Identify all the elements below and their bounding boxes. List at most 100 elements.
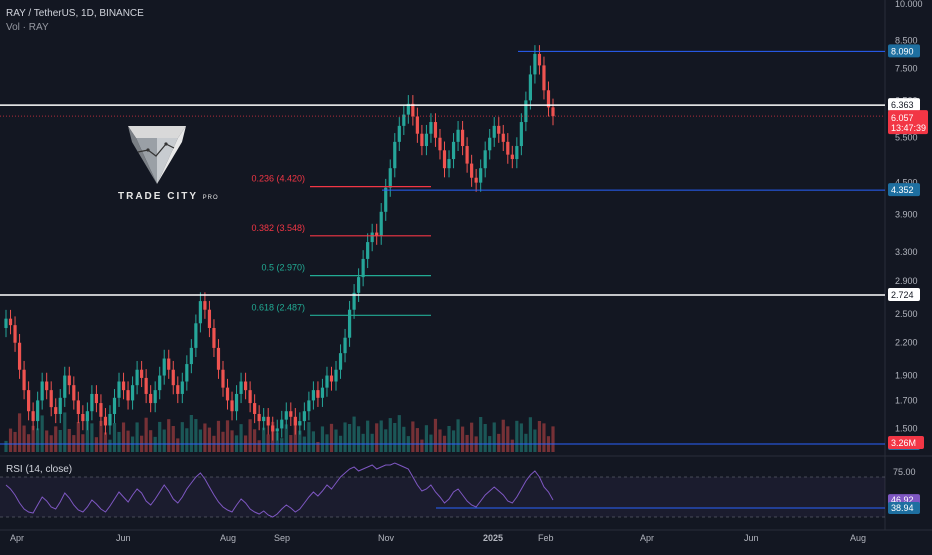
volume-bar — [94, 437, 99, 452]
candle-body — [474, 177, 478, 183]
candle-body — [442, 150, 447, 169]
candle-body — [162, 358, 166, 376]
price-tick-label: 4.500 — [895, 178, 918, 188]
volume-bar — [402, 426, 406, 452]
volume-bar — [239, 424, 243, 452]
candle-body — [63, 375, 67, 398]
candle-body — [302, 411, 306, 422]
level-tag-label: 8.090 — [891, 46, 914, 56]
candle-body — [135, 369, 139, 386]
candle-body — [158, 375, 162, 391]
candle-body — [194, 323, 198, 348]
candle-body — [397, 125, 401, 142]
volume-bar — [216, 420, 221, 452]
candle-body — [81, 413, 85, 422]
volume-bar — [248, 419, 252, 452]
candle-body — [117, 381, 121, 398]
candle-body — [311, 390, 316, 401]
rsi-title: RSI (14, close) — [6, 464, 73, 475]
candle-body — [103, 416, 108, 426]
candle-body — [483, 150, 487, 169]
fib-label: 0.5 (2.970) — [261, 263, 305, 273]
volume-bar — [58, 430, 62, 452]
time-tick-label: Nov — [378, 533, 395, 543]
candle-body — [470, 163, 474, 178]
candle-body — [67, 375, 71, 386]
volume-bar — [388, 418, 392, 452]
volume-bar — [537, 421, 542, 452]
volume-bar — [551, 426, 555, 452]
volume-bar — [524, 433, 528, 452]
candle-body — [36, 400, 40, 422]
volume-bar — [533, 429, 537, 452]
candle-body — [542, 65, 546, 91]
candle-body — [492, 125, 496, 138]
volume-bar — [221, 431, 225, 452]
volume-bar — [519, 423, 523, 452]
candle-body — [112, 397, 117, 414]
candle-body — [85, 411, 89, 422]
price-tick-label: 7.500 — [895, 63, 918, 73]
time-tick-label: Aug — [220, 533, 236, 543]
time-tick-label: Apr — [640, 533, 654, 543]
volume-bar — [112, 423, 117, 452]
candle-body — [176, 385, 180, 394]
candle-body — [528, 74, 532, 101]
candle-body — [203, 301, 207, 310]
candle-body — [384, 187, 388, 212]
time-tick-label: Jun — [116, 533, 131, 543]
time-tick-label: Aug — [850, 533, 866, 543]
candle-body — [280, 419, 284, 429]
candle-body — [488, 137, 492, 151]
volume-bar — [460, 426, 465, 452]
volume-bar — [194, 419, 198, 452]
volume-bar — [63, 412, 67, 452]
candle-body — [266, 416, 270, 426]
volume-bar — [135, 422, 139, 452]
volume-bar — [149, 430, 153, 452]
volume-bar — [320, 426, 325, 452]
volume-bar — [117, 431, 121, 452]
volume-bar — [17, 413, 22, 452]
candle-body — [510, 154, 514, 160]
candle-body — [140, 369, 144, 378]
candle-body — [253, 403, 257, 414]
price-tick-label: 5.500 — [895, 133, 918, 143]
volume-bar — [67, 428, 71, 452]
candle-body — [153, 390, 157, 404]
volume-tag-label: 3.26M — [891, 438, 916, 448]
candle-body — [130, 385, 135, 401]
candle-body — [537, 53, 542, 66]
current-price-label: 6.057 — [891, 113, 914, 123]
price-tick-label: 10.000 — [895, 0, 923, 9]
candle-body — [262, 416, 266, 422]
volume-bar — [542, 423, 546, 452]
candle-body — [420, 133, 424, 147]
candle-body — [185, 364, 189, 382]
volume-bar — [180, 422, 184, 452]
candle-body — [465, 146, 469, 164]
candle-body — [289, 411, 293, 417]
volume-bar — [185, 428, 189, 452]
time-tick-label: 2025 — [483, 533, 503, 543]
candle-body — [284, 411, 288, 420]
volume-bar — [447, 426, 451, 452]
volume-bar — [262, 427, 266, 452]
volume-bar — [357, 426, 361, 452]
volume-bar — [479, 417, 483, 452]
time-tick-label: Jun — [744, 533, 759, 543]
candle-body — [298, 421, 302, 426]
candle-body — [17, 342, 22, 370]
level-tag — [888, 287, 920, 301]
volume-bar — [375, 423, 379, 452]
price-tick-label: 1.700 — [895, 395, 918, 405]
volume-bar — [275, 432, 279, 452]
candle-body — [180, 381, 184, 394]
candle-body — [72, 385, 76, 401]
candle-body — [415, 116, 419, 134]
candle-body — [121, 381, 126, 391]
candle-body — [370, 232, 374, 243]
current-price-tag — [888, 110, 928, 135]
volume-bar — [506, 426, 510, 452]
